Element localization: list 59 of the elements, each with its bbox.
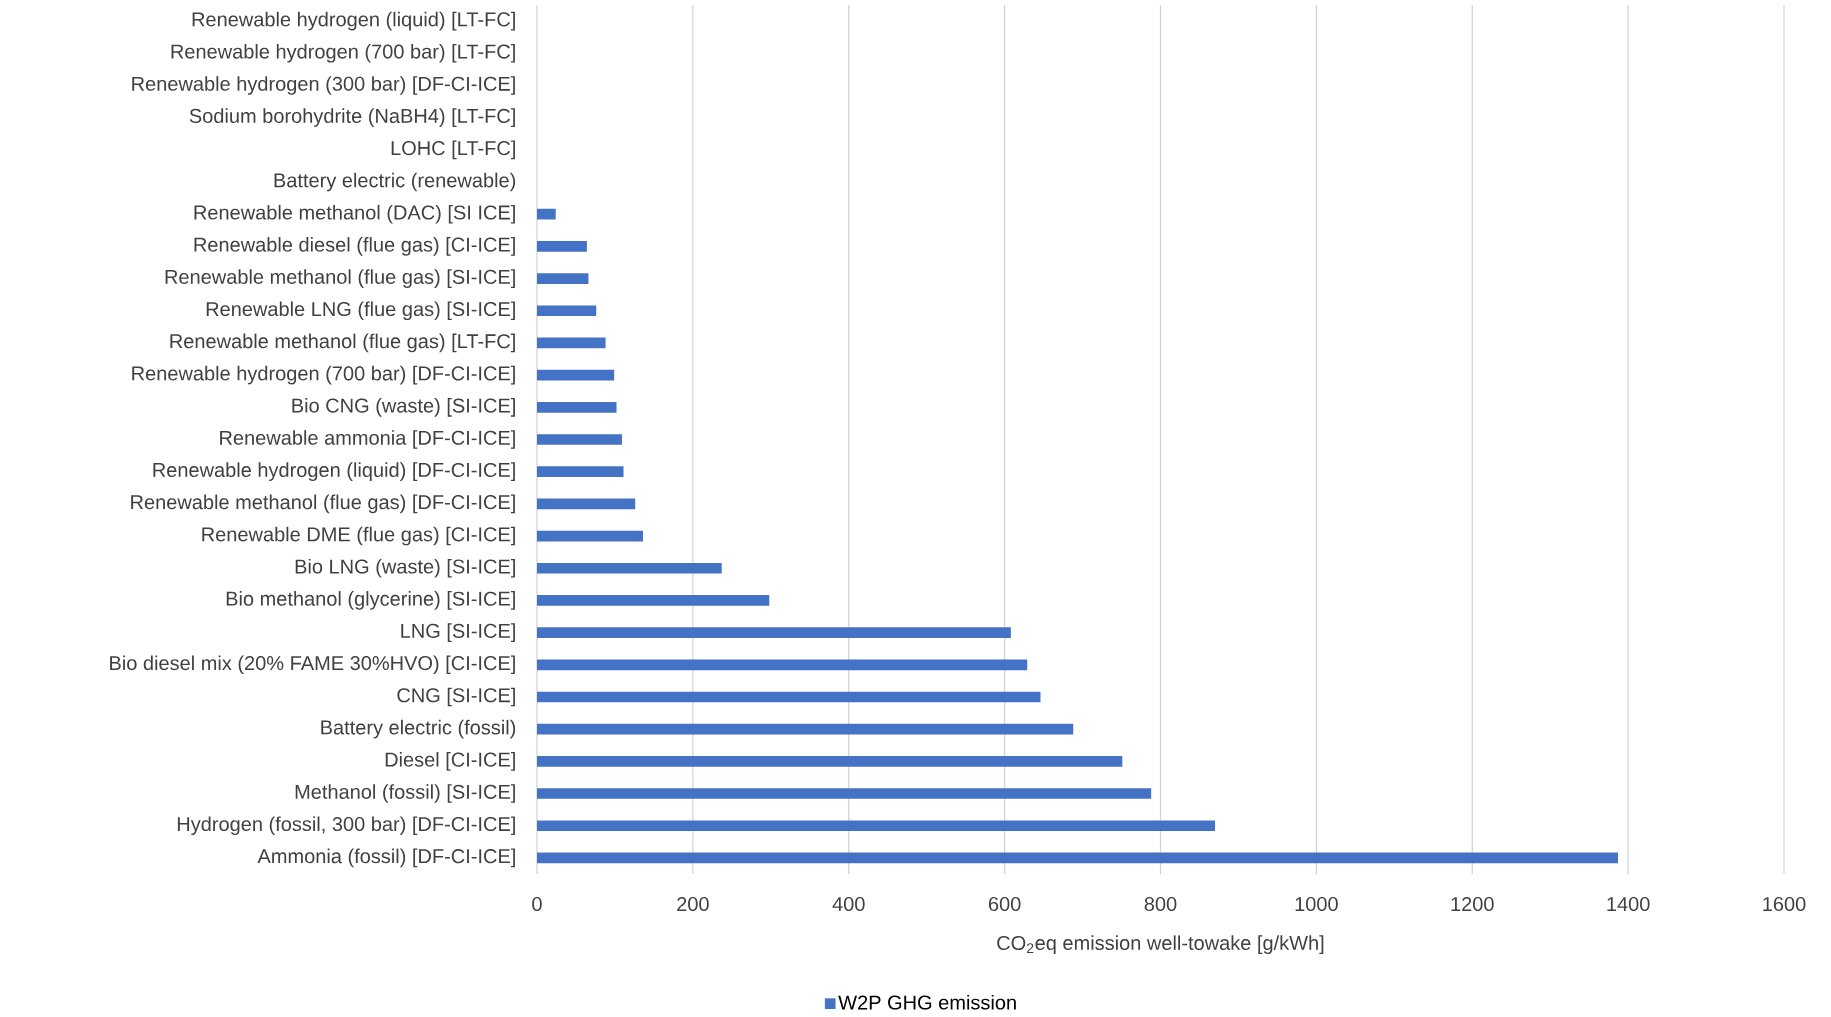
y-tick-label: Renewable LNG (flue gas) [SI-ICE] [206,301,515,321]
bar [537,691,1041,703]
bar [537,434,622,445]
y-tick-label: Battery electric (fossil) [321,719,516,739]
y-tick-label: Hydrogen (fossil, 300 bar) [DF-CI-ICE] [177,816,515,836]
y-tick-label: Renewable DME (flue gas) [CI-ICE] [202,526,515,546]
legend-label: W2P GHG emission [838,994,1016,1010]
y-tick-label: Renewable hydrogen (liquid) [LT-FC] [192,11,515,31]
bar [537,369,615,381]
y-tick-label: Bio methanol (glycerine) [SI-ICE] [226,591,515,610]
bar [537,820,1216,832]
bar [537,208,556,220]
x-tick-label: 0 [532,896,542,912]
x-tick-label: 1200 [1451,896,1494,912]
x-axis-title: CO$_{2}$eq emission well-towake [g/kWh] [997,935,1324,954]
bar [537,788,1152,799]
bar [537,756,1123,767]
y-tick-label: Renewable hydrogen (700 bar) [DF-CI-ICE] [132,365,515,385]
y-tick-label: Bio diesel mix (20% FAME 30%HVO) [CI-ICE] [110,655,515,675]
y-tick-label: Renewable methanol (flue gas) [SI-ICE] [165,269,515,288]
y-tick-label: Sodium borohydrite (NaBH4) [LT-FC] [189,108,515,127]
y-tick-label: CNG [SI-ICE] [397,687,515,707]
y-tick-label: Renewable methanol (DAC) [SI ICE] [194,204,515,224]
y-tick-label: Renewable hydrogen (liquid) [DF-CI-ICE] [153,462,515,481]
y-tick-label: Battery electric (renewable) [274,172,516,192]
bar [537,401,617,413]
x-tick-label: 400 [832,896,865,912]
bar [537,723,1074,735]
y-tick-label: Diesel [CI-ICE] [385,752,515,771]
y-tick-label: Methanol (fossil) [SI-ICE] [295,784,515,803]
y-tick-label: Renewable diesel (flue gas) [CI-ICE] [194,237,515,256]
y-tick-label: Renewable methanol (flue gas) [DF-CI-ICE] [131,494,515,514]
bar [537,273,589,284]
bar [537,498,636,510]
x-tick-label: 800 [1144,896,1177,912]
bar [537,627,1011,638]
x-tick-label: 1000 [1295,896,1338,912]
bar [537,562,722,574]
bar [537,530,643,542]
y-tick-label: Renewable ammonia [DF-CI-ICE] [220,430,515,449]
x-tick-label: 200 [677,896,709,912]
y-tick-label: Renewable hydrogen (300 bar) [DF-CI-ICE] [132,76,515,95]
x-tick-label: 600 [988,896,1021,912]
y-tick-label: LNG [SI-ICE] [401,623,515,642]
y-tick-label: LOHC [LT-FC] [391,140,515,160]
x-tick-label: 1600 [1763,896,1806,912]
bar [537,466,624,478]
bar [537,305,597,317]
bar [537,659,1028,671]
y-tick-label: Bio LNG (waste) [SI-ICE] [295,558,515,578]
x-tick-label: 1400 [1607,896,1650,912]
y-tick-label: Ammonia (fossil) [DF-CI-ICE] [257,848,515,868]
bar [537,337,606,349]
bar [537,595,770,606]
y-tick-label: Renewable hydrogen (700 bar) [LT-FC] [171,43,515,63]
y-tick-label: Renewable methanol (flue gas) [LT-FC] [170,333,515,353]
bar [537,241,587,252]
bar [537,852,1618,864]
y-tick-label: Bio CNG (waste) [SI-ICE] [292,397,515,417]
